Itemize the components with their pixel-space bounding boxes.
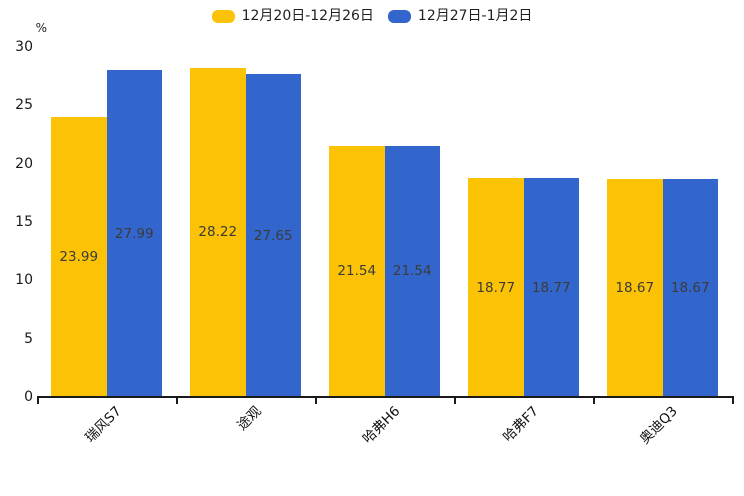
y-tick-label: 25	[15, 97, 33, 114]
bar-value-label: 21.54	[392, 263, 432, 280]
y-tick-label: 15	[15, 214, 33, 230]
x-category-label-4: 哈弗F7	[500, 403, 543, 446]
bar-series1-途观	[190, 67, 246, 397]
legend-label: 12月27日-1月2日	[417, 8, 533, 24]
x-axis-tick	[37, 396, 39, 404]
y-tick-label: 20	[15, 155, 33, 172]
x-axis-tick	[176, 396, 178, 404]
bar-value-label: 23.99	[59, 249, 99, 266]
legend: 12月20日-12月26日 12月27日-1月2日	[0, 7, 744, 25]
bar-value-label: 28.22	[198, 224, 238, 241]
bar-value-label: 21.54	[337, 263, 377, 280]
bar-series1-瑞风S7	[51, 117, 107, 397]
legend-item-2[interactable]: 12月27日-1月2日	[387, 7, 533, 25]
bar-value-label: 18.77	[531, 279, 571, 296]
bar-series2-哈弗H6	[384, 145, 440, 397]
legend-label: 12月20日-12月26日	[241, 8, 374, 24]
x-category-label-3: 哈弗H6	[359, 403, 404, 447]
legend-item-1[interactable]: 12月20日-12月26日	[211, 7, 374, 25]
x-axis-tick	[454, 396, 456, 404]
x-category-label-1: 瑞风S7	[82, 403, 126, 446]
x-category-label-2: 途观	[233, 403, 265, 434]
legend-swatch-icon	[387, 9, 411, 23]
y-tick-label: 30	[15, 39, 33, 55]
y-tick-label: 0	[24, 389, 33, 405]
x-axis-tick	[593, 396, 595, 404]
x-axis-line	[37, 396, 734, 398]
bar-series2-哈弗F7	[523, 178, 579, 397]
x-category-label-5: 奥迪Q3	[637, 403, 682, 448]
y-axis-unit-label: %	[35, 21, 47, 35]
x-axis-tick	[315, 396, 317, 404]
y-tick-label: 10	[15, 272, 33, 289]
legend-swatch-icon	[211, 9, 235, 23]
bar-value-label: 18.67	[670, 280, 710, 297]
x-axis-tick	[732, 396, 734, 404]
bar-value-label: 18.77	[476, 279, 516, 296]
bar-series2-途观	[245, 74, 301, 397]
bar-value-label: 27.99	[114, 225, 154, 242]
bar-series2-瑞风S7	[106, 70, 162, 397]
bar-series1-奥迪Q3	[607, 179, 663, 397]
bar-series2-奥迪Q3	[662, 179, 718, 397]
bar-series1-哈弗H6	[329, 145, 385, 397]
y-tick-label: 5	[24, 330, 33, 347]
bar-value-label: 27.65	[253, 227, 293, 244]
bar-series1-哈弗F7	[468, 178, 524, 397]
bar-value-label: 18.67	[615, 280, 655, 297]
